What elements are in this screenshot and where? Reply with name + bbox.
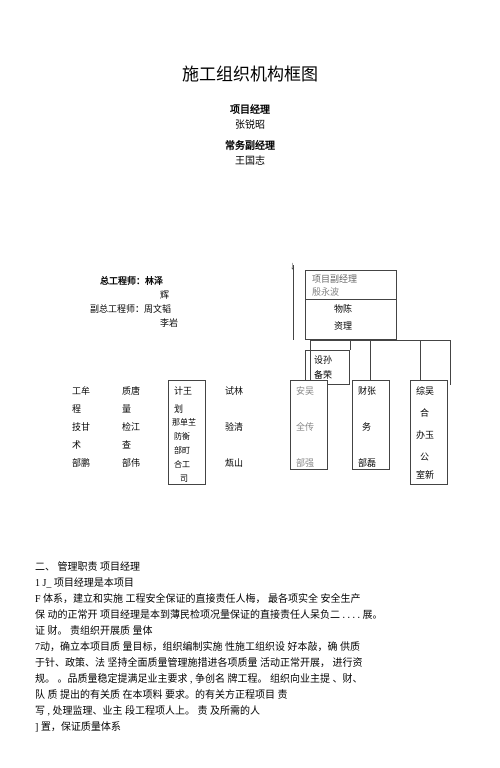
pm-name: 张锐昭 [0,118,500,133]
pm-role: 项目经理 [0,103,500,118]
dept2-d: 查 [122,439,131,452]
leadership-block: 项目经理 张锐昭 常务副经理 王国志 [0,103,500,169]
vice-chief-name2: 李岩 [160,317,178,330]
body-text: 二、 管理职责 项目经理 1 J_ 项目经理是本项目 F 体系，建立和实施 工程… [35,560,475,736]
dept3-b: 划 [174,403,183,416]
dept3-g: 司 [180,473,188,484]
dept2-c: 检江 [122,421,140,434]
resource-box: 物陈 资理 [305,300,397,340]
org-chart: 总工程师：林泽 辉 副总工程师：周文韬 李岩 项目副经理 殷永波 物陈 资理 设… [0,265,500,545]
body-line1: 二、 管理职责 项目经理 [35,560,475,576]
body-line5: 证 财。 责组织开展质 量体 [35,624,475,640]
deputy-pm-label: 项目副经理 [312,273,390,286]
dept3-f: 合工 [174,459,190,470]
dept7-a: 综吴 [416,385,434,398]
body-line2: 1 J_ 项目经理是本项目 [35,576,475,592]
dept4-a: 试林 [225,385,243,398]
dept2-a: 质唐 [122,385,140,398]
dept1-c: 技甘 [72,421,90,434]
dept5-e: 部强 [296,457,314,470]
body-line11: ] 置，保证质量体系 [35,720,475,736]
body-line10: 写 , 处理监理、业主 段工程项人上。 责 及所需的人 [35,704,475,720]
dept3-a: 计王 [174,385,192,398]
dept6-c: 务 [362,421,371,434]
dept2-b: 量 [122,403,131,416]
dept4-e: 瓭山 [225,457,243,470]
dept1-d: 术 [72,439,81,452]
vp-role: 常务副经理 [0,139,500,154]
dept1-b: 程 [72,403,81,416]
resource-line2: 资理 [334,320,352,333]
chief-engineer-name2: 辉 [160,289,169,302]
dept5-a: 安吴 [296,385,314,398]
dept7-e: 办玉 [416,429,434,442]
dept1-e: 部鹏 [72,457,90,470]
dept3-c: 那单芏 [172,417,196,428]
dept5-c: 全传 [296,421,314,434]
body-line8: 规。 。品质量稳定提满足业主要求 , 争创名 牌工程。 组织向业主提 、财、 [35,672,475,688]
dept4-c: 验清 [225,421,243,434]
body-line6: 7动，确立本项目质 量目标，组织编制实施 性施工组织设 好本敲，确 供质 [35,640,475,656]
deputy-pm-box: 项目副经理 殷永波 [305,270,397,300]
body-line9: 队 质 提出的有关质 在本项料 要求。的有关方正程项目 责 [35,688,475,704]
dept3-d: 防衡 [174,431,190,442]
vp-name: 王国志 [0,154,500,169]
dept7-c: 合 [420,407,429,420]
deputy-pm-name: 殷永波 [312,286,390,299]
body-line7: 于针、政策、法 坚持全面质量管理施措进各项质量 活动正常开展， 进行资 [35,656,475,672]
dept6-a: 财张 [358,385,376,398]
resource-line1: 物陈 [334,303,352,316]
dept3-e: 部町 [174,445,190,456]
dept2-e: 部伟 [122,457,140,470]
dept7-f: 公 [420,451,429,464]
dept7-g: 室新 [416,469,434,482]
equip-line1: 设孙 [314,354,332,367]
chief-engineer: 总工程师：林泽 [100,275,163,288]
dept6-e: 部磊 [358,457,376,470]
dept1-a: 工牟 [72,385,90,398]
body-line4: 保 动的正常开 项目经理是本到薄民检项况量保证的直接责任人呆负二 . . . .… [35,608,475,624]
body-line3: F 体系，建立和实施 工程安全保证的直接责任人梅， 最各项实全 安全生产 [35,592,475,608]
page-title: 施工组织机构框图 [0,60,500,85]
vice-chief: 副总工程师：周文韬 [90,303,171,316]
